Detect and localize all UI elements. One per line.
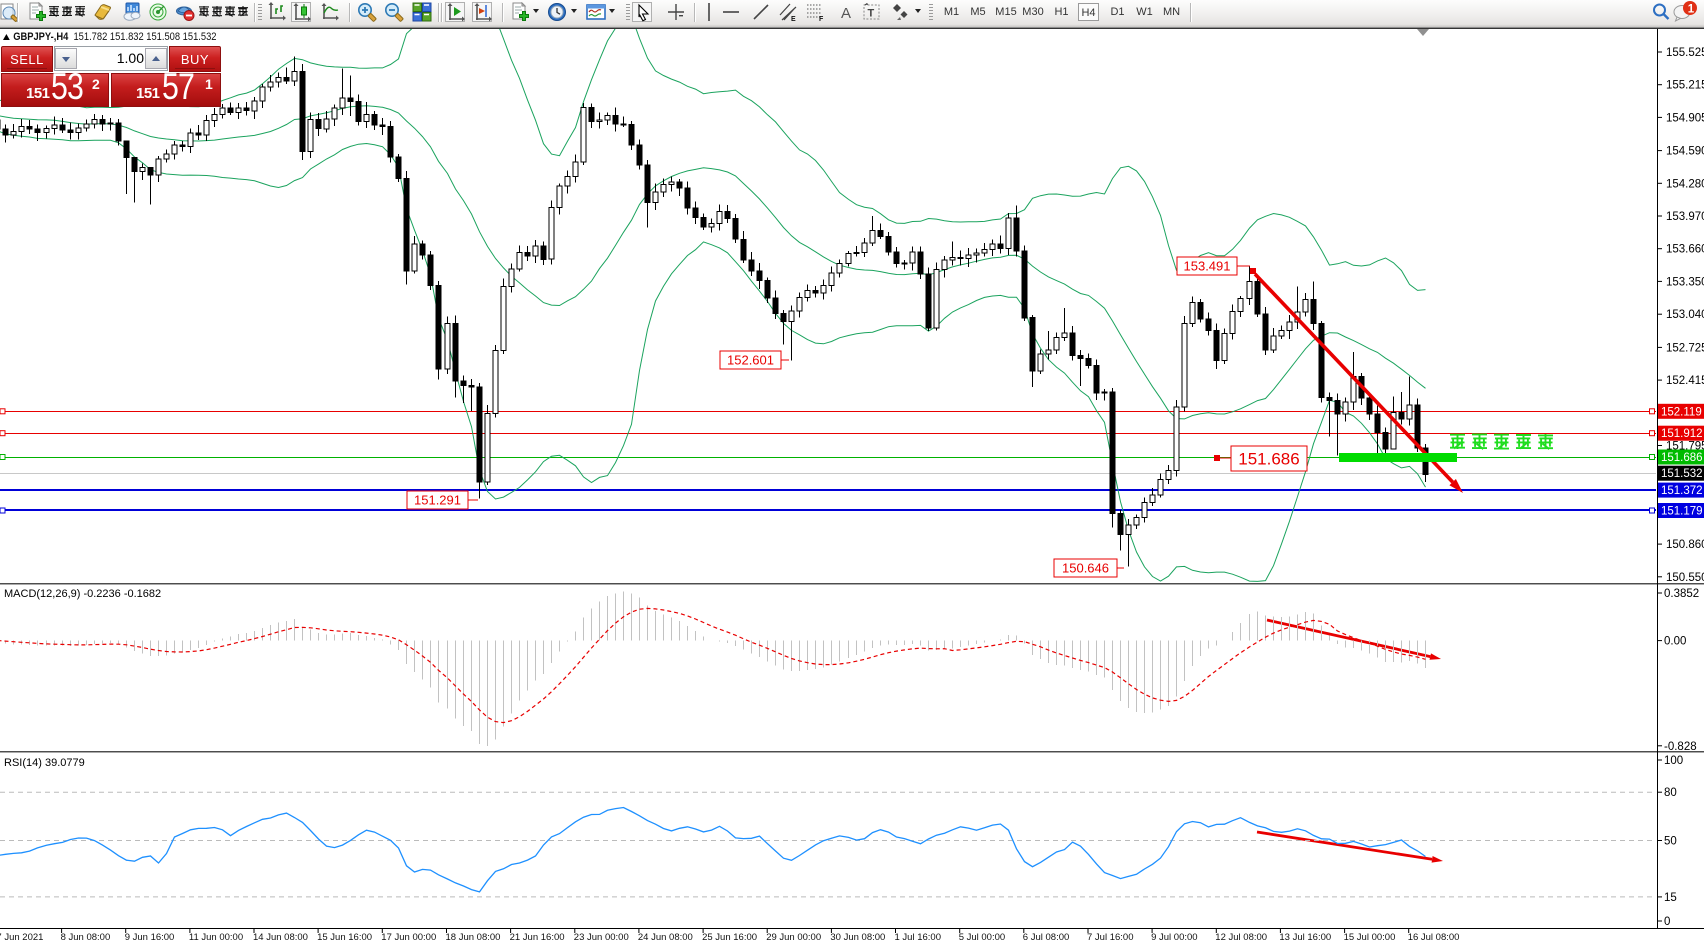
svg-text:7 Jun 2021: 7 Jun 2021 (0, 932, 43, 943)
svg-text:30 Jun 08:00: 30 Jun 08:00 (830, 932, 885, 943)
svg-text:F: F (819, 16, 824, 22)
svg-text:29 Jun 00:00: 29 Jun 00:00 (766, 932, 821, 943)
svg-text:9 Jun 16:00: 9 Jun 16:00 (125, 932, 175, 943)
svg-text:7 Jul 16:00: 7 Jul 16:00 (1087, 932, 1133, 943)
svg-text:151.179: 151.179 (1661, 506, 1703, 518)
svg-text:0.3852: 0.3852 (1664, 588, 1699, 600)
svg-text:150.860: 150.860 (1666, 539, 1704, 551)
svg-text:21 Jun 16:00: 21 Jun 16:00 (510, 932, 565, 943)
svg-text:24 Jun 08:00: 24 Jun 08:00 (638, 932, 693, 943)
svg-text:150.550: 150.550 (1666, 572, 1704, 584)
svg-text:E: E (791, 16, 796, 22)
svg-text:-0.828: -0.828 (1664, 741, 1697, 753)
svg-text:151.686: 151.686 (1238, 450, 1299, 469)
svg-text:6 Jul 08:00: 6 Jul 08:00 (1023, 932, 1069, 943)
svg-text:25 Jun 16:00: 25 Jun 16:00 (702, 932, 757, 943)
svg-text:155.525: 155.525 (1666, 47, 1704, 59)
svg-text:152.119: 152.119 (1661, 406, 1702, 418)
svg-text:100: 100 (1664, 755, 1683, 767)
svg-text:18 Jun 08:00: 18 Jun 08:00 (446, 932, 501, 943)
svg-text:153.491: 153.491 (1184, 259, 1231, 274)
svg-text:15 Jul 00:00: 15 Jul 00:00 (1344, 932, 1396, 943)
svg-text:150.646: 150.646 (1062, 561, 1109, 576)
svg-text:12 Jul 08:00: 12 Jul 08:00 (1215, 932, 1267, 943)
svg-text:23 Jun 00:00: 23 Jun 00:00 (574, 932, 629, 943)
svg-text:11 Jun 00:00: 11 Jun 00:00 (189, 932, 243, 943)
svg-text:153.660: 153.660 (1666, 244, 1704, 256)
svg-text:152.725: 152.725 (1666, 342, 1704, 354)
svg-text:151.686: 151.686 (1661, 452, 1703, 464)
svg-text:15: 15 (1664, 892, 1677, 904)
svg-text:152.415: 152.415 (1666, 375, 1704, 387)
svg-text:16 Jul 08:00: 16 Jul 08:00 (1408, 932, 1460, 943)
svg-text:50: 50 (1664, 836, 1677, 848)
svg-text:9 Jul 00:00: 9 Jul 00:00 (1151, 932, 1197, 943)
svg-text:151.912: 151.912 (1661, 428, 1703, 440)
svg-text:A: A (841, 5, 851, 22)
svg-text:154.280: 154.280 (1666, 178, 1704, 190)
svg-text:13 Jul 16:00: 13 Jul 16:00 (1279, 932, 1331, 943)
svg-text:155.215: 155.215 (1666, 80, 1704, 92)
svg-text:80: 80 (1664, 787, 1677, 799)
svg-text:RSI(14) 39.0779: RSI(14) 39.0779 (4, 757, 85, 769)
svg-text:17 Jun 00:00: 17 Jun 00:00 (381, 932, 436, 943)
svg-text:5 Jul 00:00: 5 Jul 00:00 (959, 932, 1005, 943)
svg-text:154.905: 154.905 (1666, 112, 1704, 124)
svg-text:151.532: 151.532 (1661, 468, 1703, 480)
svg-text:153.040: 153.040 (1666, 309, 1704, 321)
svg-text:153.970: 153.970 (1666, 211, 1704, 223)
svg-text:151.291: 151.291 (414, 493, 461, 508)
svg-text:1 Jul 16:00: 1 Jul 16:00 (895, 932, 941, 943)
svg-text:14 Jun 08:00: 14 Jun 08:00 (253, 932, 308, 943)
svg-text:8 Jun 08:00: 8 Jun 08:00 (61, 932, 111, 943)
svg-text:152.601: 152.601 (727, 353, 774, 368)
svg-text:151.372: 151.372 (1661, 485, 1703, 497)
svg-text:154.590: 154.590 (1666, 146, 1704, 158)
svg-text:T: T (868, 8, 875, 20)
svg-text:15 Jun 16:00: 15 Jun 16:00 (317, 932, 372, 943)
svg-text:1: 1 (1688, 3, 1695, 15)
svg-text:MACD(12,26,9) -0.2236 -0.1682: MACD(12,26,9) -0.2236 -0.1682 (4, 588, 161, 600)
svg-text:0.00: 0.00 (1664, 636, 1686, 648)
svg-text:0: 0 (1664, 916, 1670, 928)
svg-text:153.350: 153.350 (1666, 276, 1704, 288)
